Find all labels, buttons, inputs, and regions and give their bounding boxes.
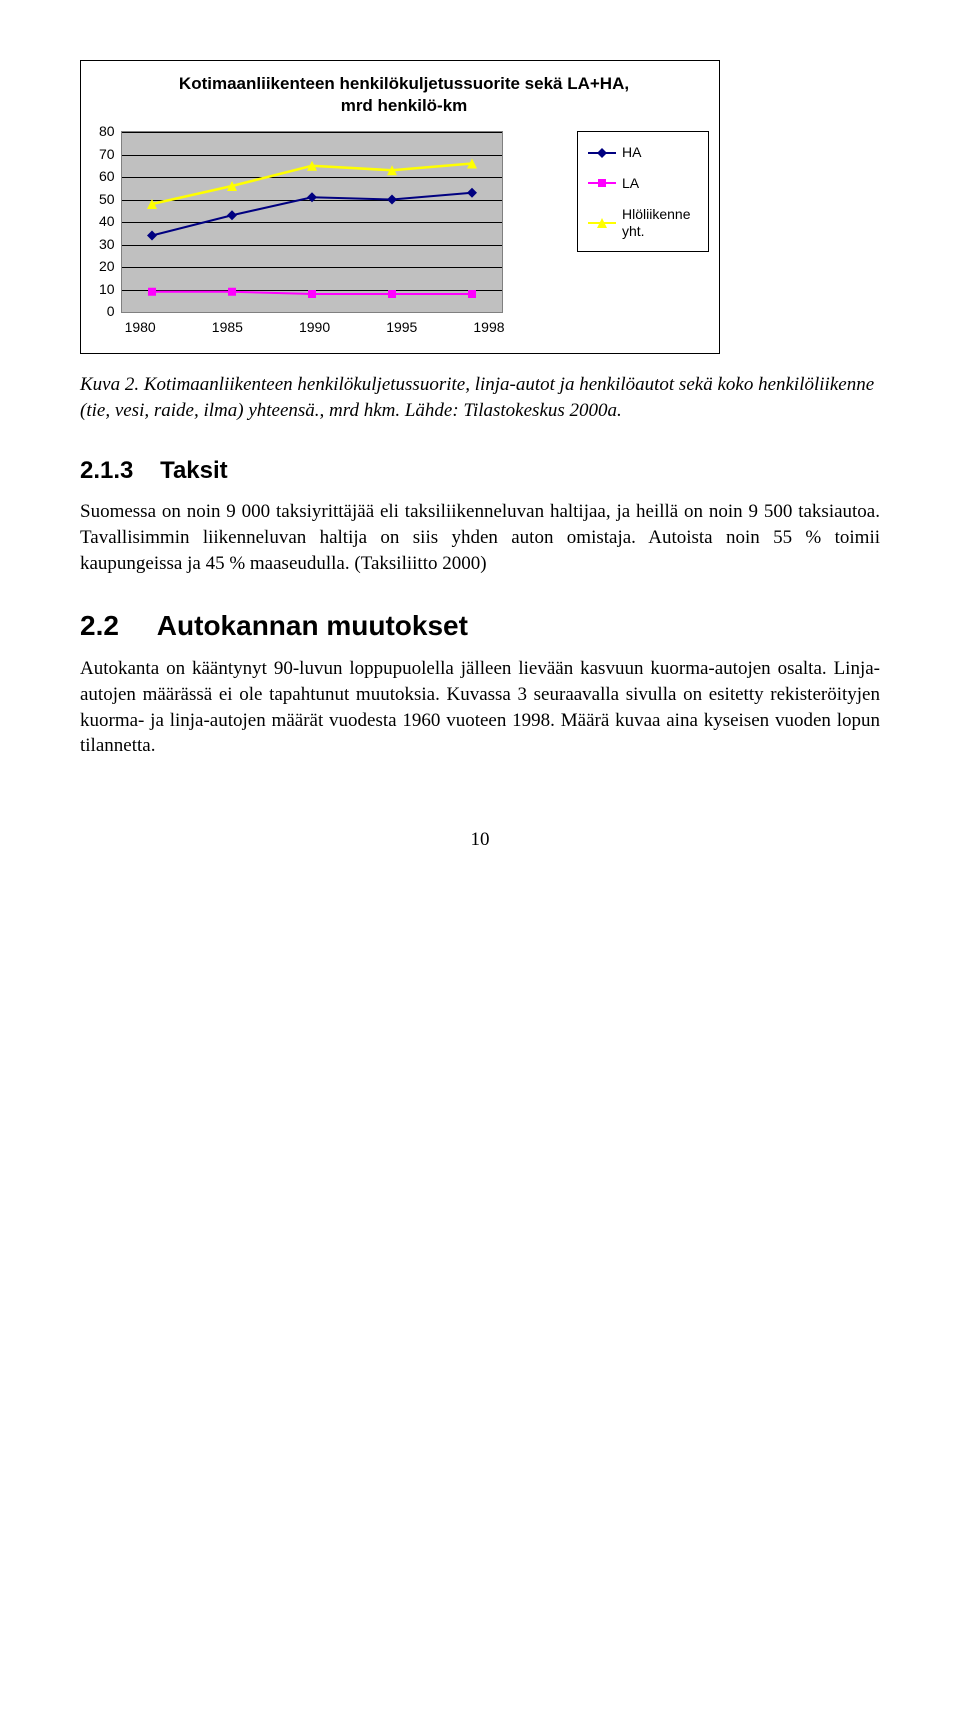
legend-marker-icon	[595, 216, 609, 230]
series-marker-LA	[308, 290, 316, 298]
legend-swatch-line	[588, 182, 616, 184]
plot-wrap: 1980 1985 1990 1995 1998	[121, 131, 563, 335]
series-marker-HA	[467, 188, 477, 198]
series-marker-HA	[147, 231, 157, 241]
legend-swatch-line	[588, 152, 616, 154]
section-heading-autokannan: 2.2 Autokannan muutokset	[80, 610, 880, 642]
x-tick-label: 1980	[125, 319, 156, 335]
legend-label: Hlöliikenne yht.	[622, 206, 698, 240]
section-title: Autokannan muutokset	[157, 610, 468, 641]
chart-body: 80706050403020100 1980 1985 1990 1995 1998 H…	[99, 131, 709, 335]
chart-title: Kotimaanliikenteen henkilökuljetussuorit…	[99, 73, 709, 117]
chart-title-line1: Kotimaanliikenteen henkilökuljetussuorit…	[179, 74, 629, 93]
chart-frame: Kotimaanliikenteen henkilökuljetussuorit…	[80, 60, 720, 354]
y-axis: 80706050403020100	[99, 131, 121, 311]
section-title: Taksit	[160, 457, 228, 484]
series-marker-LA	[148, 288, 156, 296]
x-tick-label: 1985	[212, 319, 243, 335]
series-marker-LA	[388, 290, 396, 298]
legend-marker-icon	[595, 176, 609, 190]
legend-item-Hloliikenne_yht: Hlöliikenne yht.	[588, 206, 698, 240]
legend: HA LA Hlöliikenne yht.	[577, 131, 709, 252]
series-marker-LA	[468, 290, 476, 298]
paragraph-autokannan: Autokanta on kääntynyt 90-luvun loppupuo…	[80, 656, 880, 759]
legend-swatch-line	[588, 222, 616, 224]
page-number: 10	[80, 829, 880, 851]
series-marker-HA	[387, 195, 397, 205]
legend-item-LA: LA	[588, 175, 698, 192]
x-tick-label: 1990	[299, 319, 330, 335]
chart-svg	[122, 132, 502, 312]
legend-label: HA	[622, 144, 641, 161]
plot-area	[121, 131, 503, 313]
section-num: 2.2	[80, 610, 119, 641]
figure-caption: Kuva 2. Kotimaanliikenteen henkilökuljet…	[80, 372, 880, 423]
series-marker-HA	[227, 210, 237, 220]
legend-item-HA: HA	[588, 144, 698, 161]
legend-marker-icon	[595, 146, 609, 160]
x-axis: 1980 1985 1990 1995 1998	[121, 313, 509, 335]
x-tick-label: 1998	[473, 319, 504, 335]
chart-title-line2: mrd henkilö-km	[341, 96, 468, 115]
section-heading-taksit: 2.1.3 Taksit	[80, 457, 880, 485]
series-marker-LA	[228, 288, 236, 296]
x-tick-label: 1995	[386, 319, 417, 335]
paragraph-taksit: Suomessa on noin 9 000 taksiyrittäjää el…	[80, 499, 880, 576]
legend-label: LA	[622, 175, 639, 192]
series-marker-HA	[307, 192, 317, 202]
section-num: 2.1.3	[80, 457, 133, 484]
